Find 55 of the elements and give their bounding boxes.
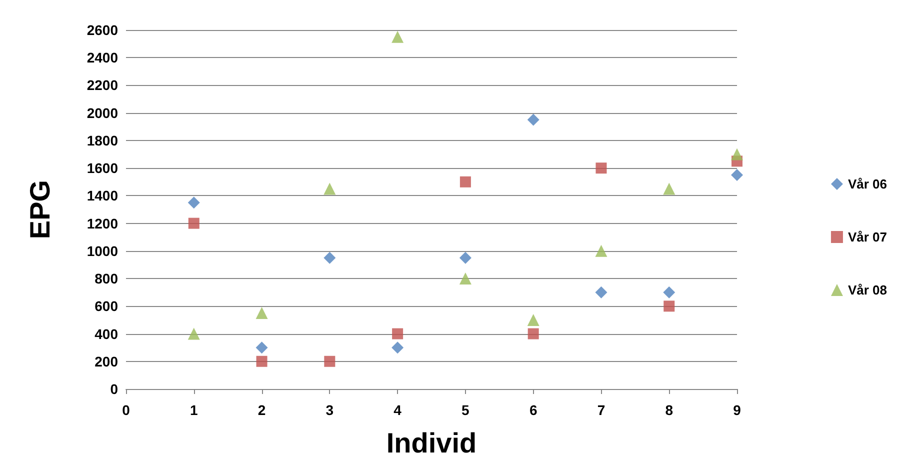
x-tick-label: 2 <box>258 402 266 418</box>
point <box>392 342 404 354</box>
y-tick-label: 2600 <box>86 22 118 38</box>
y-tick-label: 0 <box>110 381 118 397</box>
x-tick-label: 6 <box>529 402 538 418</box>
point <box>256 307 268 320</box>
y-tick-label: 1600 <box>86 160 118 176</box>
point <box>256 342 268 354</box>
y-tick-label: 2400 <box>86 50 118 66</box>
y-tick-label: 2200 <box>86 77 118 94</box>
x-tick-label: 9 <box>733 402 742 418</box>
x-tick-label: 3 <box>326 402 334 418</box>
point <box>188 218 200 229</box>
point <box>392 30 404 43</box>
y-tick-label: 800 <box>94 270 118 287</box>
x-tick-label: 0 <box>122 402 130 418</box>
point <box>459 272 472 285</box>
y-tick-label: 600 <box>94 298 118 314</box>
point <box>596 162 607 174</box>
point <box>595 244 608 257</box>
point <box>595 286 608 298</box>
x-tick-label: 8 <box>665 402 674 418</box>
legend-label: Vår 06 <box>848 176 888 192</box>
point <box>731 148 743 160</box>
point <box>324 252 336 264</box>
x-tick-label: 7 <box>597 402 606 418</box>
y-tick-label: 400 <box>94 326 118 342</box>
point <box>459 252 472 264</box>
point <box>324 182 336 195</box>
point <box>324 356 336 367</box>
x-axis-title: Individ <box>386 428 477 458</box>
y-tick-label: 1000 <box>86 242 118 259</box>
point <box>392 328 404 340</box>
x-tick-label: 5 <box>462 402 470 418</box>
point <box>663 286 676 298</box>
legend-label: Vår 07 <box>848 230 888 244</box>
y-tick-label: 1200 <box>86 215 118 232</box>
point <box>188 196 200 209</box>
point <box>527 114 540 126</box>
point <box>663 182 676 195</box>
x-tick-label: 4 <box>394 402 402 418</box>
point <box>664 300 675 312</box>
legend-label: Vår 08 <box>848 282 888 298</box>
point <box>188 328 200 340</box>
point <box>731 168 743 181</box>
point <box>460 176 471 188</box>
point <box>256 356 268 367</box>
point <box>527 314 540 326</box>
y-axis-title: EPG <box>24 180 56 240</box>
y-tick-label: 200 <box>94 353 118 370</box>
y-tick-label: 2000 <box>86 104 118 121</box>
point <box>528 328 539 340</box>
y-tick-label: 1400 <box>86 188 118 204</box>
x-tick-label: 1 <box>190 402 198 418</box>
y-tick-label: 1800 <box>86 132 118 148</box>
